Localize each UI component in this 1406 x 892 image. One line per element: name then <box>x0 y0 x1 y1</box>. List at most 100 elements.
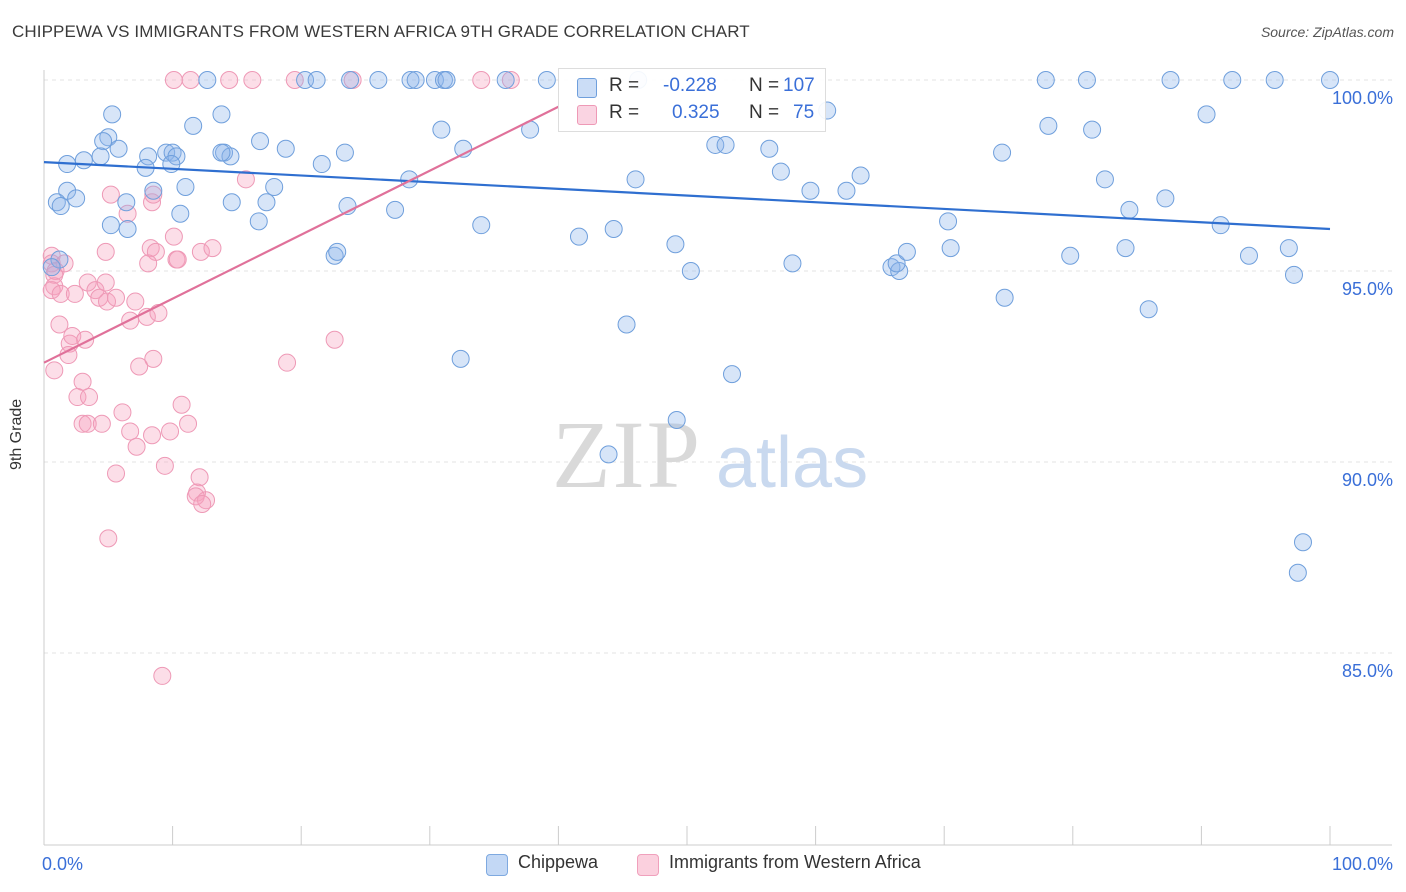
chippewa-point <box>851 166 870 185</box>
chippewa-point <box>171 204 190 223</box>
chippewa-point <box>706 135 725 154</box>
western-africa-point <box>65 284 84 303</box>
chippewa-point <box>1039 116 1058 135</box>
chippewa-point <box>109 139 128 158</box>
chippewa-point <box>437 71 456 89</box>
chippewa-point <box>341 71 360 89</box>
chippewa-point <box>74 151 93 170</box>
western-africa-point <box>143 193 162 212</box>
chippewa-point <box>400 170 419 189</box>
western-africa-point <box>220 71 239 89</box>
western-africa-point <box>113 403 132 422</box>
western-africa-point <box>501 71 520 89</box>
chippewa-point <box>369 71 388 89</box>
western-africa-point <box>118 204 137 223</box>
chippewa-point <box>801 181 820 200</box>
western-africa-point <box>127 437 146 456</box>
western-africa-point <box>50 315 69 334</box>
western-africa-point <box>161 422 180 441</box>
legend-label-chippewa: Chippewa <box>518 852 599 872</box>
chippewa-point <box>681 262 700 280</box>
western-africa-point <box>149 304 168 323</box>
chippewa-point <box>995 288 1014 307</box>
chippewa-point <box>451 349 470 368</box>
chippewa-point <box>939 212 958 231</box>
western-africa-point <box>164 71 183 89</box>
western-africa-point <box>203 239 222 258</box>
western-africa-point <box>73 372 92 391</box>
chippewa-point <box>257 193 276 212</box>
chippewa-point <box>312 155 331 174</box>
western-africa-point <box>78 414 97 433</box>
western-africa-point <box>126 292 145 311</box>
chippewa-point <box>249 212 268 231</box>
chippewa-point <box>307 71 326 89</box>
chippewa-point <box>1120 200 1139 219</box>
western-africa-point <box>101 185 120 204</box>
chippewa-point <box>1061 246 1080 265</box>
stats-n-value: 75 <box>793 102 815 123</box>
chart-title: CHIPPEWA VS IMMIGRANTS FROM WESTERN AFRI… <box>12 22 750 41</box>
chippewa-point <box>94 132 113 151</box>
western-africa-point <box>236 170 255 189</box>
western-africa-point <box>186 487 205 506</box>
stats-swatch-western-africa <box>577 105 597 125</box>
legend-swatch-chippewa <box>486 854 508 876</box>
stats-n-value: 107 <box>783 75 815 96</box>
western-africa-point <box>243 71 262 89</box>
chippewa-point <box>1239 246 1258 265</box>
chippewa-point <box>1284 265 1303 284</box>
chippewa-point <box>1095 170 1114 189</box>
western-africa-point <box>155 456 174 475</box>
western-africa-point <box>190 468 209 487</box>
legend-swatch-western-africa <box>637 854 659 876</box>
stats-r-label: R = <box>609 75 640 96</box>
chippewa-trend-line <box>43 161 1331 231</box>
x-tick-label: 100.0% <box>1332 854 1393 874</box>
chippewa-point <box>1288 563 1307 582</box>
chippewa-point <box>144 181 163 200</box>
series-chippewa-points <box>42 71 1339 582</box>
western-africa-trend-line <box>43 105 559 364</box>
chippewa-point <box>599 445 618 464</box>
chippewa-point <box>887 254 906 273</box>
chippewa-point <box>496 71 515 89</box>
western-africa-point <box>92 414 111 433</box>
chippewa-point <box>432 120 451 139</box>
western-africa-point <box>42 281 61 300</box>
chippewa-point <box>626 170 645 189</box>
western-africa-point <box>172 395 191 414</box>
western-africa-point <box>45 361 64 380</box>
chippewa-point <box>176 177 195 196</box>
chippewa-point <box>1197 105 1216 124</box>
watermark-zip: ZIP <box>552 401 702 508</box>
tick-labels: 100.0% 95.0% 90.0% 85.0% 0.0% 100.0% <box>42 88 1393 874</box>
chippewa-point <box>42 258 61 277</box>
western-africa-point <box>144 185 163 204</box>
chippewa-point <box>617 315 636 334</box>
chippewa-point <box>212 143 231 162</box>
x-tick-label: 0.0% <box>42 854 83 874</box>
chippewa-point <box>1265 71 1284 89</box>
chippewa-point <box>472 216 491 235</box>
chippewa-point <box>1161 71 1180 89</box>
y-tick-label: 95.0% <box>1342 279 1393 299</box>
western-africa-point <box>130 357 149 376</box>
chippewa-point <box>716 135 735 154</box>
chippewa-point <box>67 189 86 208</box>
chippewa-point <box>1156 189 1175 208</box>
chippewa-point <box>251 132 270 151</box>
chippewa-point <box>386 200 405 219</box>
chippewa-point <box>993 143 1012 162</box>
chippewa-point <box>401 71 420 89</box>
western-africa-point <box>153 666 172 685</box>
western-africa-point <box>164 227 183 246</box>
western-africa-point <box>80 388 99 407</box>
chippewa-point <box>1293 533 1312 552</box>
legend: Chippewa Immigrants from Western Africa <box>0 850 1406 878</box>
western-africa-point <box>278 353 297 372</box>
chippewa-point <box>328 242 347 261</box>
chippewa-point <box>335 143 354 162</box>
western-africa-point <box>325 330 344 349</box>
